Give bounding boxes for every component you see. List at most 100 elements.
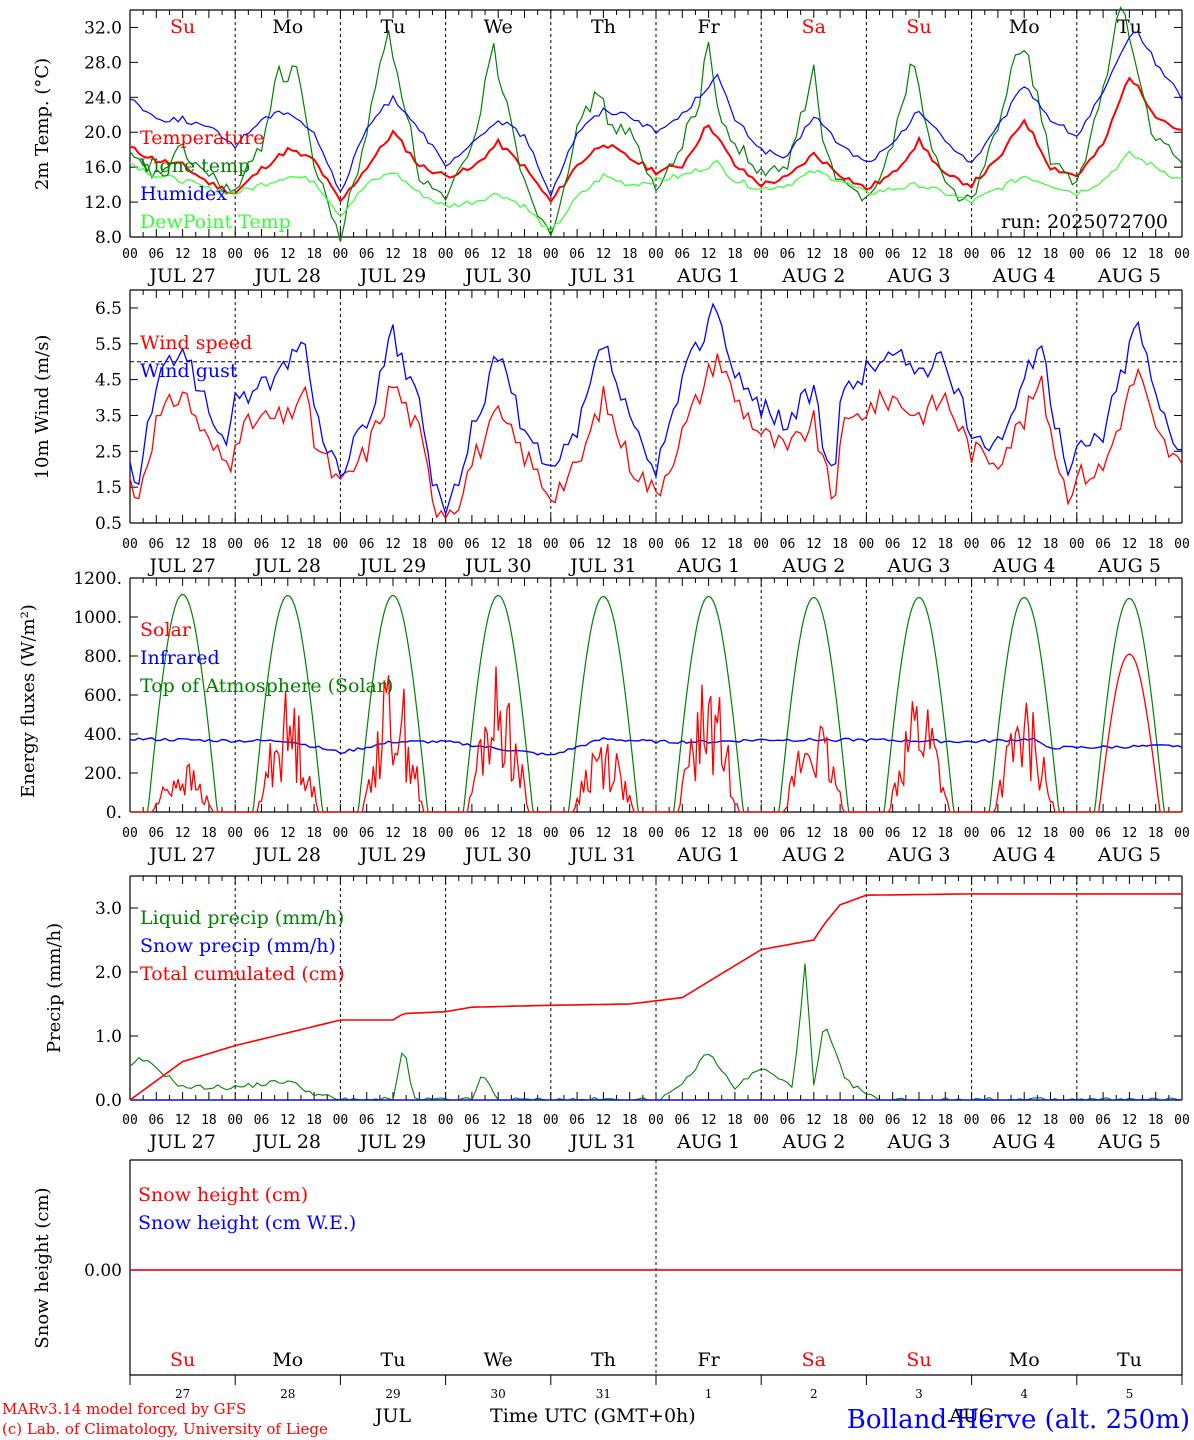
x-tick-label: 12 bbox=[490, 537, 506, 552]
weekday-label: Mo bbox=[272, 1349, 303, 1371]
x-tick-label: 00 bbox=[648, 247, 664, 262]
x-tick-label: 12 bbox=[596, 1113, 612, 1128]
y-tick-label: 16.0 bbox=[84, 158, 122, 178]
x-tick-label: 18 bbox=[622, 826, 638, 841]
weekday-label: Sa bbox=[802, 1349, 826, 1371]
x-tick-label: 12 bbox=[701, 247, 717, 262]
y-axis-label: Snow height (cm) bbox=[32, 1187, 53, 1348]
y-tick-label: 400. bbox=[84, 725, 122, 745]
weekday-label: Tu bbox=[381, 16, 406, 38]
day-number: 31 bbox=[596, 1387, 611, 1401]
x-tick-label: 18 bbox=[306, 826, 322, 841]
day-label: JUL 28 bbox=[253, 555, 321, 577]
x-tick-label: 06 bbox=[254, 1113, 270, 1128]
series-line-1 bbox=[129, 6, 1183, 242]
x-tick-label: 12 bbox=[385, 247, 401, 262]
x-tick-label: 18 bbox=[201, 1113, 217, 1128]
x-tick-label: 12 bbox=[1122, 1113, 1138, 1128]
x-tick-label: 12 bbox=[385, 826, 401, 841]
x-tick-label: 06 bbox=[1095, 1113, 1111, 1128]
y-tick-label: 200. bbox=[84, 764, 122, 784]
day-label: JUL 28 bbox=[253, 265, 321, 287]
weekday-label: Th bbox=[591, 16, 616, 38]
x-tick-label: 00 bbox=[753, 247, 769, 262]
x-tick-label: 18 bbox=[1043, 1113, 1059, 1128]
x-tick-label: 18 bbox=[727, 1113, 743, 1128]
weekday-label: Tu bbox=[381, 1349, 406, 1371]
run-annotation: run: 2025072700 bbox=[1001, 211, 1168, 233]
y-axis-label: 10m Wind (m/s) bbox=[32, 335, 53, 480]
legend-entry: Snow height (cm) bbox=[138, 1184, 308, 1206]
model-credit: MARv3.14 model forced by GFS bbox=[2, 1400, 246, 1418]
weekday-label: Su bbox=[170, 1349, 195, 1371]
x-tick-label: 12 bbox=[806, 826, 822, 841]
x-tick-label: 18 bbox=[411, 826, 427, 841]
x-tick-label: 00 bbox=[543, 1113, 559, 1128]
x-tick-label: 06 bbox=[674, 247, 690, 262]
x-tick-label: 00 bbox=[438, 1113, 454, 1128]
x-tick-label: 00 bbox=[648, 826, 664, 841]
x-tick-label: 18 bbox=[411, 1113, 427, 1128]
x-tick-label: 06 bbox=[780, 826, 796, 841]
x-tick-label: 06 bbox=[990, 537, 1006, 552]
x-tick-label: 06 bbox=[254, 247, 270, 262]
legend-entry: Infrared bbox=[140, 647, 220, 669]
legend-entry: Solar bbox=[140, 619, 192, 641]
x-tick-label: 18 bbox=[411, 247, 427, 262]
weekday-label: Su bbox=[906, 16, 931, 38]
x-tick-label: 00 bbox=[1174, 247, 1190, 262]
x-tick-label: 00 bbox=[753, 1113, 769, 1128]
y-tick-label: 3.5 bbox=[95, 406, 122, 426]
x-tick-label: 06 bbox=[569, 247, 585, 262]
x-tick-label: 06 bbox=[464, 537, 480, 552]
legend-entry: Snow height (cm W.E.) bbox=[138, 1212, 356, 1234]
weekday-label: Tu bbox=[1117, 16, 1142, 38]
x-tick-label: 00 bbox=[1069, 1113, 1085, 1128]
day-label: AUG 4 bbox=[992, 555, 1056, 577]
x-tick-label: 12 bbox=[806, 1113, 822, 1128]
x-tick-label: 18 bbox=[622, 537, 638, 552]
x-tick-label: 00 bbox=[964, 826, 980, 841]
weekday-label: Fr bbox=[697, 1349, 720, 1371]
x-tick-label: 00 bbox=[1174, 1113, 1190, 1128]
x-tick-label: 00 bbox=[1069, 826, 1085, 841]
y-tick-label: 800. bbox=[84, 647, 122, 667]
x-tick-label: 06 bbox=[674, 826, 690, 841]
y-tick-label: 6.5 bbox=[95, 299, 122, 319]
y-tick-label: 2.5 bbox=[95, 442, 122, 462]
series-line-total bbox=[129, 893, 1182, 1101]
x-tick-label: 12 bbox=[701, 1113, 717, 1128]
x-tick-label: 06 bbox=[254, 537, 270, 552]
x-tick-label: 00 bbox=[227, 1113, 243, 1128]
x-tick-label: 06 bbox=[1095, 826, 1111, 841]
x-tick-label: 18 bbox=[517, 1113, 533, 1128]
x-tick-label: 12 bbox=[175, 537, 191, 552]
x-tick-label: 18 bbox=[306, 247, 322, 262]
day-label: JUL 30 bbox=[463, 844, 531, 866]
x-tick-label: 12 bbox=[385, 1113, 401, 1128]
y-tick-label: 0.5 bbox=[95, 514, 122, 534]
day-label: AUG 5 bbox=[1097, 844, 1161, 866]
x-tick-label: 06 bbox=[990, 826, 1006, 841]
x-tick-label: 00 bbox=[543, 247, 559, 262]
x-tick-label: 12 bbox=[1122, 247, 1138, 262]
day-number: 27 bbox=[175, 1387, 190, 1401]
x-tick-label: 00 bbox=[859, 537, 875, 552]
y-axis-label: Precip (mm/h) bbox=[44, 923, 65, 1053]
weekday-label: Sa bbox=[802, 16, 826, 38]
x-tick-label: 12 bbox=[175, 1113, 191, 1128]
legend-entry: Total cumulated (cm) bbox=[140, 963, 345, 985]
y-tick-label: 0.00 bbox=[84, 1261, 122, 1281]
legend-entry: Top of Atmosphere (Solar) bbox=[140, 675, 393, 697]
x-tick-label: 18 bbox=[832, 826, 848, 841]
x-tick-label: 06 bbox=[148, 247, 164, 262]
series-line-0 bbox=[129, 76, 1183, 204]
x-tick-label: 12 bbox=[806, 247, 822, 262]
x-tick-label: 00 bbox=[227, 247, 243, 262]
x-tick-label: 06 bbox=[359, 1113, 375, 1128]
day-label: JUL 31 bbox=[568, 844, 636, 866]
x-tick-label: 00 bbox=[438, 537, 454, 552]
x-tick-label: 06 bbox=[148, 537, 164, 552]
